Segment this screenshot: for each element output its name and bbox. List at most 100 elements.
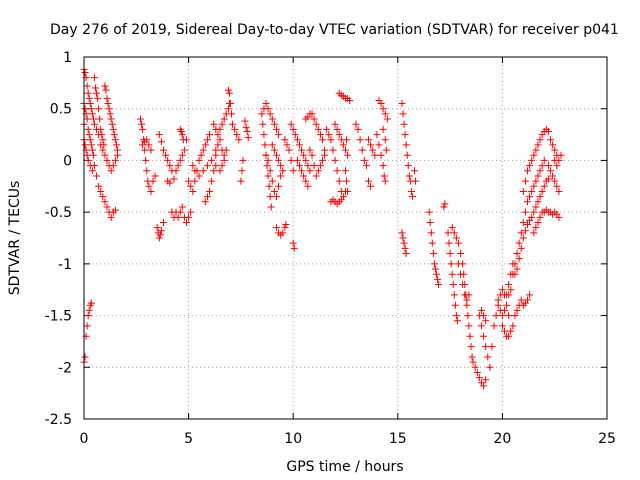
data-point <box>110 131 118 139</box>
data-point <box>266 110 274 118</box>
data-point <box>179 136 187 144</box>
data-point <box>107 213 115 221</box>
data-point <box>434 275 442 283</box>
data-point <box>327 136 335 144</box>
data-point <box>494 296 502 304</box>
data-point <box>264 156 272 164</box>
data-point <box>365 177 373 185</box>
data-point <box>287 120 295 128</box>
data-point <box>428 239 436 247</box>
data-point <box>507 286 515 294</box>
data-point <box>107 167 115 175</box>
data-point <box>505 281 513 289</box>
data-point <box>300 151 308 159</box>
data-point <box>267 203 275 211</box>
data-point <box>482 376 490 384</box>
data-point <box>270 120 278 128</box>
data-point <box>367 182 375 190</box>
data-point <box>85 306 93 314</box>
data-point <box>220 156 228 164</box>
data-point <box>145 182 153 190</box>
data-point <box>279 229 287 237</box>
data-point <box>375 141 383 149</box>
data-point <box>513 265 521 273</box>
data-point <box>536 213 544 221</box>
data-point <box>402 250 410 258</box>
data-point <box>505 332 513 340</box>
data-point <box>208 177 216 185</box>
data-point <box>272 151 280 159</box>
data-point <box>544 127 552 135</box>
data-point <box>490 322 498 330</box>
data-point <box>536 167 544 175</box>
data-point <box>513 250 521 258</box>
data-point <box>103 203 111 211</box>
data-point <box>86 100 94 108</box>
data-point <box>344 151 352 159</box>
data-point <box>530 182 538 190</box>
data-point <box>109 125 117 133</box>
data-point <box>318 136 326 144</box>
data-point <box>104 100 112 108</box>
data-point <box>511 270 519 278</box>
data-point <box>289 239 297 247</box>
data-point <box>212 146 220 154</box>
data-point <box>482 317 490 325</box>
data-point <box>463 296 471 304</box>
data-point <box>411 167 419 175</box>
data-point <box>540 156 548 164</box>
data-point <box>233 131 241 139</box>
data-point <box>408 193 416 201</box>
data-point <box>277 172 285 180</box>
data-point <box>191 177 199 185</box>
data-point <box>275 131 283 139</box>
data-point <box>465 291 473 299</box>
data-point <box>88 110 96 118</box>
data-point <box>101 198 109 206</box>
data-point <box>448 224 456 232</box>
data-point <box>534 218 542 226</box>
data-point <box>526 291 534 299</box>
data-point <box>427 229 435 237</box>
data-point <box>380 172 388 180</box>
data-point <box>84 312 92 320</box>
data-point <box>295 162 303 170</box>
data-point <box>272 224 280 232</box>
data-point <box>473 368 481 376</box>
data-point <box>492 312 500 320</box>
data-point <box>176 156 184 164</box>
data-point <box>480 312 488 320</box>
data-point <box>544 175 552 183</box>
data-point <box>95 105 103 113</box>
data-point <box>555 156 563 164</box>
data-point <box>325 131 333 139</box>
data-point <box>210 120 218 128</box>
data-point <box>291 131 299 139</box>
data-point <box>88 146 96 154</box>
data-point <box>505 312 513 320</box>
data-point <box>212 162 220 170</box>
data-point <box>498 322 506 330</box>
data-point <box>316 131 324 139</box>
data-point <box>178 131 186 139</box>
data-point <box>379 105 387 113</box>
data-point <box>302 156 310 164</box>
data-point <box>195 172 203 180</box>
data-point <box>151 172 159 180</box>
data-point <box>285 146 293 154</box>
data-point <box>521 177 529 185</box>
data-point <box>220 115 228 123</box>
data-points <box>80 65 565 390</box>
x-axis-tick-labels: 0 5 10 15 20 25 <box>80 431 616 447</box>
data-point <box>187 208 195 216</box>
data-point <box>94 94 102 102</box>
data-point <box>178 151 186 159</box>
data-point <box>149 177 157 185</box>
data-point <box>534 141 542 149</box>
data-point <box>477 322 485 330</box>
data-point <box>101 82 109 90</box>
data-point <box>224 86 232 94</box>
data-point <box>268 115 276 123</box>
data-point <box>441 200 449 208</box>
data-point <box>298 167 306 175</box>
